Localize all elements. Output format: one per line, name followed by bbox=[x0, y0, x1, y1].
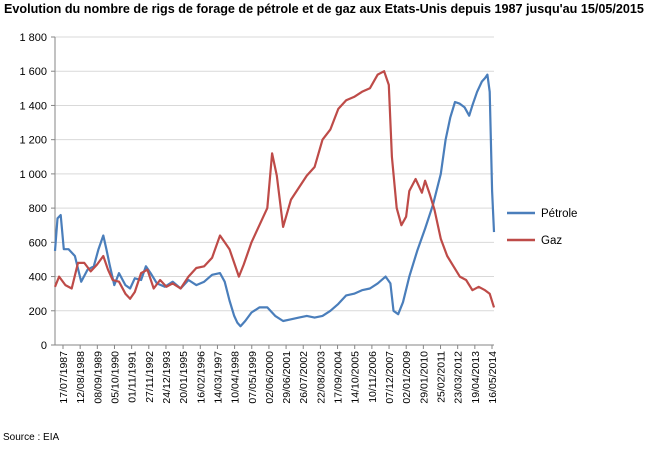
x-tick-label: 19/04/2013 bbox=[470, 351, 482, 404]
series-line-petrole bbox=[53, 73, 496, 328]
y-tick-label: 600 bbox=[29, 237, 47, 249]
x-tick-label: 16/05/2014 bbox=[487, 351, 499, 404]
y-tick-label: 800 bbox=[29, 203, 47, 215]
x-tick-label: 01/11/1991 bbox=[127, 351, 139, 403]
x-tick-label: 07/12/2007 bbox=[384, 351, 396, 404]
x-tick-label: 16/02/1996 bbox=[195, 351, 207, 404]
x-tick-label: 24/12/1993 bbox=[161, 351, 173, 404]
x-tick-label: 17/09/2004 bbox=[333, 351, 345, 404]
x-tick-label: 14/03/1997 bbox=[212, 351, 224, 404]
x-tick-label: 08/09/1989 bbox=[92, 351, 104, 404]
x-tick-label: 10/04/1998 bbox=[230, 351, 242, 404]
x-tick-label: 10/11/2006 bbox=[367, 351, 379, 403]
x-tick-label: 22/08/2003 bbox=[315, 351, 327, 404]
y-tick-label: 0 bbox=[41, 340, 47, 352]
x-tick-label: 02/06/2000 bbox=[264, 351, 276, 404]
x-tick-label: 23/03/2012 bbox=[453, 351, 465, 404]
x-tick-label: 07/05/1999 bbox=[247, 351, 259, 404]
y-tick-label: 1 200 bbox=[19, 135, 47, 147]
y-tick-label: 1 000 bbox=[19, 169, 47, 181]
series-line-gaz bbox=[53, 70, 496, 308]
x-tick-label: 29/01/2010 bbox=[418, 351, 430, 404]
legend-label-petrole: Pétrole bbox=[541, 208, 577, 220]
legend-label-gaz: Gaz bbox=[541, 235, 562, 247]
x-tick-label: 02/01/2009 bbox=[401, 351, 413, 404]
chart-title: Evolution du nombre de rigs de forage de… bbox=[4, 2, 644, 16]
x-tick-label: 26/07/2002 bbox=[298, 351, 310, 404]
y-tick-label: 400 bbox=[29, 272, 47, 284]
x-tick-label: 29/06/2001 bbox=[281, 351, 293, 404]
y-tick-label: 200 bbox=[29, 306, 47, 318]
y-tick-label: 1 400 bbox=[19, 100, 47, 112]
x-tick-label: 12/08/1988 bbox=[75, 351, 87, 404]
x-tick-label: 17/07/1987 bbox=[58, 351, 70, 404]
source-note: Source : EIA bbox=[3, 432, 60, 443]
y-tick-label: 1 800 bbox=[19, 32, 47, 44]
x-tick-label: 14/10/2005 bbox=[350, 351, 362, 404]
x-tick-label: 27/11/1992 bbox=[144, 351, 156, 403]
x-tick-label: 05/10/1990 bbox=[109, 351, 121, 404]
x-tick-label: 25/02/2011 bbox=[436, 351, 448, 403]
y-tick-label: 1 600 bbox=[19, 66, 47, 78]
x-tick-label: 20/01/1995 bbox=[178, 351, 190, 404]
